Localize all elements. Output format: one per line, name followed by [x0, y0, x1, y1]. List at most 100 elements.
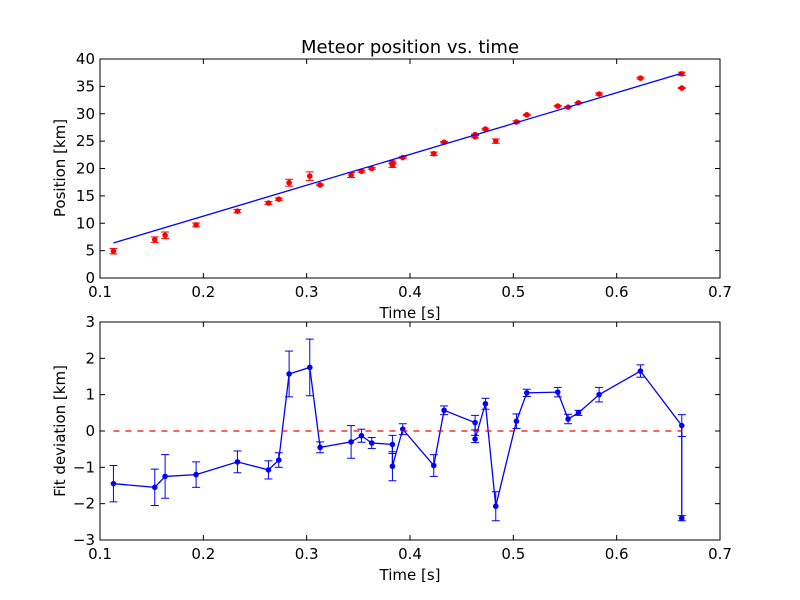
deviation-xtick-label: 0.7: [708, 545, 732, 563]
deviation-xtick-label: 0.2: [191, 545, 215, 563]
position-xtick-label: 0.6: [605, 283, 629, 301]
data-marker: [265, 467, 272, 473]
data-marker: [306, 364, 313, 371]
position-ytick-label: 10: [76, 214, 95, 232]
residual-point: [347, 425, 356, 459]
measurement-point: [316, 182, 325, 188]
measurement-point: [347, 172, 356, 179]
position-ytick-label: 35: [76, 77, 95, 95]
measurement-point: [491, 138, 500, 144]
data-marker: [678, 85, 685, 91]
data-marker: [193, 222, 199, 228]
residual-point: [274, 452, 283, 468]
data-marker: [151, 484, 158, 491]
deviation-plot: 0.1 0.2 0.3 0.4 0.5 0.6 0.7 −3 −2 −1 0 1 2 3 Time [s]…: [51, 313, 732, 584]
position-ytick-label: 40: [76, 50, 95, 68]
deviation-plot-ticks: 0.1 0.2 0.3 0.4 0.5 0.6 0.7 −3 −2 −1 0 1 2 3: [73, 313, 732, 563]
residual-point: [512, 413, 521, 429]
deviation-ytick-label: −1: [73, 458, 95, 476]
fit-line: [113, 72, 682, 244]
position-xtick-label: 0.3: [295, 283, 319, 301]
residual-point: [564, 413, 573, 425]
data-marker: [348, 439, 354, 445]
position-ytick-label: 25: [76, 132, 95, 150]
position-plot-frame: [99, 58, 721, 279]
residual-point: [491, 491, 500, 522]
data-marker: [565, 416, 571, 422]
data-marker: [234, 208, 241, 215]
data-marker: [234, 459, 241, 465]
measurement-point: [429, 150, 438, 157]
position-xtick-label: 0.2: [191, 283, 215, 301]
position-xtick-label: 0.1: [88, 283, 112, 301]
data-marker: [275, 196, 282, 202]
position-plot: Meteor position vs. time 0.1 0.2 0.3 0.4 0.5…: [51, 37, 732, 322]
residual-point: [636, 364, 645, 378]
position-plot-marks: [109, 70, 686, 255]
residual-point: [150, 468, 159, 506]
position-ytick-label: 15: [76, 187, 95, 205]
residual-point: [367, 437, 376, 449]
data-marker: [162, 473, 168, 480]
measurement-point: [636, 75, 645, 81]
data-marker: [513, 418, 520, 424]
residual-point: [481, 397, 490, 410]
data-marker: [265, 200, 272, 206]
deviation-plot-frame: [99, 321, 721, 541]
residual-line: [113, 366, 683, 519]
residual-point: [305, 338, 314, 397]
measurement-point: [161, 231, 170, 240]
deviation-plot-marks: [109, 338, 686, 522]
data-marker: [389, 463, 396, 470]
data-marker: [110, 480, 117, 487]
residual-point: [522, 388, 531, 397]
data-marker: [348, 172, 354, 178]
data-marker: [389, 159, 396, 166]
data-marker: [286, 179, 292, 186]
measurement-point: [264, 200, 273, 206]
measurement-point: [109, 247, 118, 255]
deviation-xtick-label: 0.6: [605, 545, 629, 563]
position-ytick-label: 5: [85, 242, 95, 260]
residual-point: [316, 441, 325, 454]
data-marker: [523, 390, 530, 396]
data-marker: [317, 182, 323, 188]
measurement-point: [305, 171, 314, 181]
measurement-point: [274, 196, 283, 202]
measurement-point: [553, 103, 562, 109]
measurement-point: [285, 178, 294, 187]
residual-point: [388, 434, 397, 455]
data-marker: [110, 248, 117, 254]
data-marker: [472, 419, 478, 426]
residual-point: [285, 350, 294, 398]
data-marker: [678, 422, 685, 429]
deviation-ytick-label: 0: [85, 422, 95, 440]
residual-point: [553, 386, 562, 398]
residual-point: [388, 451, 397, 482]
deviation-ytick-label: −3: [73, 531, 95, 549]
residual-point: [471, 414, 480, 431]
deviation-plot-xlabel: Time [s]: [379, 566, 441, 584]
data-marker: [523, 112, 530, 118]
data-marker: [286, 371, 292, 377]
data-marker: [441, 407, 447, 414]
data-marker: [472, 436, 478, 442]
position-plot-ylabel: Position [km]: [51, 119, 69, 217]
residual-point: [440, 405, 449, 416]
data-marker: [389, 441, 396, 448]
data-marker: [596, 391, 602, 398]
data-marker: [492, 138, 499, 144]
data-marker: [358, 432, 365, 439]
data-marker: [554, 103, 561, 109]
deviation-xtick-label: 0.1: [88, 545, 112, 563]
data-marker: [430, 462, 437, 469]
residual-point: [429, 454, 438, 477]
deviation-xtick-label: 0.4: [398, 545, 422, 563]
data-marker: [596, 91, 602, 97]
position-ytick-label: 20: [76, 160, 95, 178]
residual-point: [595, 386, 604, 403]
deviation-xtick-label: 0.3: [295, 545, 319, 563]
data-marker: [482, 400, 489, 407]
position-plot-xlabel: Time [s]: [379, 304, 441, 322]
